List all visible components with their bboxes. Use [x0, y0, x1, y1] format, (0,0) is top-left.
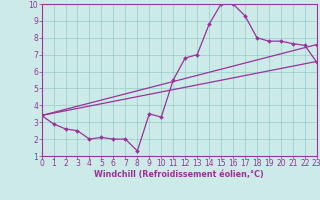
- X-axis label: Windchill (Refroidissement éolien,°C): Windchill (Refroidissement éolien,°C): [94, 170, 264, 179]
